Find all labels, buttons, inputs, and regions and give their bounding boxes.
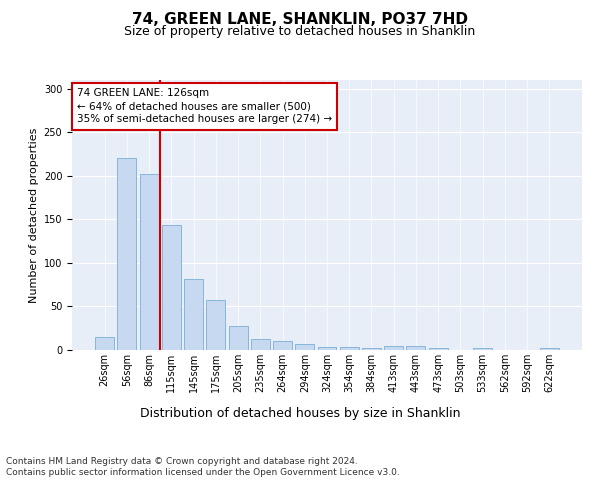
Bar	[206, 300, 225, 350]
Bar	[340, 348, 359, 350]
Bar	[229, 326, 248, 350]
Bar	[429, 348, 448, 350]
Bar	[295, 344, 314, 350]
Bar	[384, 346, 403, 350]
Bar	[251, 338, 270, 350]
Text: Contains HM Land Registry data © Crown copyright and database right 2024.
Contai: Contains HM Land Registry data © Crown c…	[6, 458, 400, 477]
Y-axis label: Number of detached properties: Number of detached properties	[29, 128, 40, 302]
Bar	[540, 348, 559, 350]
Bar	[406, 346, 425, 350]
Text: 74 GREEN LANE: 126sqm
← 64% of detached houses are smaller (500)
35% of semi-det: 74 GREEN LANE: 126sqm ← 64% of detached …	[77, 88, 332, 124]
Bar	[273, 342, 292, 350]
Text: 74, GREEN LANE, SHANKLIN, PO37 7HD: 74, GREEN LANE, SHANKLIN, PO37 7HD	[132, 12, 468, 28]
Bar	[118, 158, 136, 350]
Bar	[95, 337, 114, 350]
Bar	[473, 348, 492, 350]
Bar	[162, 224, 181, 350]
Bar	[317, 346, 337, 350]
Text: Distribution of detached houses by size in Shanklin: Distribution of detached houses by size …	[140, 408, 460, 420]
Bar	[184, 278, 203, 350]
Text: Size of property relative to detached houses in Shanklin: Size of property relative to detached ho…	[124, 25, 476, 38]
Bar	[362, 348, 381, 350]
Bar	[140, 174, 158, 350]
